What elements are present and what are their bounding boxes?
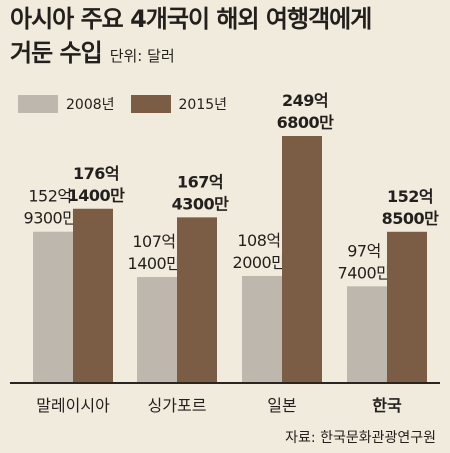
category-label-1: 싱가포르 bbox=[148, 396, 207, 415]
data-label-2015-0-1: 1400만 bbox=[68, 186, 126, 205]
data-label-2008-1-1: 1400만 bbox=[128, 254, 182, 273]
data-label-2015-1-1: 4300만 bbox=[172, 194, 230, 213]
bar-2015-2 bbox=[282, 136, 322, 383]
legend-label-2015: 2015년 bbox=[178, 97, 228, 113]
legend-item-2015: 2015년 bbox=[130, 94, 228, 114]
data-label-2015-3-1: 8500만 bbox=[382, 209, 440, 228]
data-label-2008-0-0: 152억 bbox=[28, 187, 71, 206]
bar-2008-2 bbox=[242, 275, 282, 383]
legend-item-2008: 2008년 bbox=[18, 94, 115, 114]
bar-2008-0 bbox=[33, 231, 73, 383]
category-label-3: 한국 bbox=[372, 396, 402, 415]
data-label-2015-0-0: 176억 bbox=[73, 164, 119, 183]
data-label-2008-2-0: 108억 bbox=[237, 231, 280, 250]
bar-2008-1 bbox=[137, 277, 177, 383]
unit-label: 단위: 달러 bbox=[109, 47, 175, 65]
bar-2008-3 bbox=[347, 286, 387, 383]
data-label-2015-1-0: 167억 bbox=[177, 172, 223, 191]
chart-title: 아시아 주요 4개국이 해외 여행객에게 bbox=[10, 5, 372, 33]
category-label-0: 말레이시아 bbox=[36, 396, 110, 415]
source-note: 자료: 한국문화관광연구원 bbox=[285, 430, 436, 446]
data-label-2008-1-0: 107억 bbox=[132, 232, 175, 251]
data-label-2008-3-0: 97억 bbox=[347, 241, 381, 260]
data-label-2008-0-1: 9300만 bbox=[24, 209, 78, 228]
legend: 2008년 2015년 bbox=[18, 94, 243, 114]
data-label-2008-3-1: 7400만 bbox=[338, 263, 392, 282]
legend-swatch-2008 bbox=[18, 95, 58, 113]
category-label-2: 일본 bbox=[267, 396, 296, 415]
bar-2015-1 bbox=[177, 217, 217, 383]
legend-label-2008: 2008년 bbox=[66, 97, 115, 113]
legend-swatch-2015 bbox=[130, 95, 171, 113]
bar-2015-3 bbox=[387, 231, 427, 383]
bar-2015-0 bbox=[73, 208, 113, 383]
data-label-2015-2-1: 6800만 bbox=[277, 113, 335, 132]
data-label-2015-3-0: 152억 bbox=[387, 187, 433, 206]
chart-title-line2: 거둔 수입 단위: 달러 bbox=[10, 39, 175, 67]
data-label-2008-2-1: 2000만 bbox=[233, 253, 287, 272]
data-label-2015-2-0: 249억 bbox=[282, 91, 328, 110]
